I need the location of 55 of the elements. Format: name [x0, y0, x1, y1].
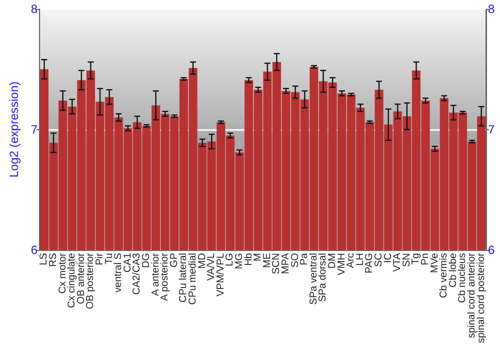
x-tick-label: CA1 [122, 252, 134, 272]
x-tick-label: Pn [420, 253, 432, 266]
x-tick-label: spinal cord anterior [466, 252, 478, 338]
y-tick-label: 7 [30, 122, 38, 136]
x-tick-label: GP [168, 252, 180, 268]
x-tick-label: DM [327, 253, 338, 269]
x-tick-label: IC [382, 253, 394, 263]
x-tick-label: PAG [364, 252, 376, 274]
x-tick-label: Cb lobe [448, 252, 459, 288]
x-tick-label: Cb vermis [438, 253, 450, 298]
x-tick-label: VMH [336, 253, 348, 276]
y-tick-label: 6 [30, 243, 38, 257]
x-tick-label: ME [262, 252, 273, 268]
x-tick-label: SPa ventral [308, 253, 320, 305]
x-tick-label: M [252, 253, 264, 262]
x-tick-label: CA2/CA3 [132, 252, 143, 295]
x-tick-label: Arc [346, 253, 357, 268]
x-tick-label: LS [38, 252, 50, 266]
y-tick-label: 8 [30, 2, 38, 16]
x-tick-label: A anterior [150, 252, 162, 296]
x-tick-label: Hb [243, 252, 254, 266]
x-tick-label: MPA [280, 252, 292, 274]
y2-tick-label: 6 [488, 243, 495, 257]
x-tick-label: LG [224, 252, 236, 266]
x-tick-label: ventral S [113, 252, 124, 292]
y2-tick-label: 7 [488, 122, 495, 136]
x-tick-label: VPM/VPL [215, 252, 226, 296]
x-tick-label: Pir [94, 252, 106, 266]
x-tick-label: VA/VL [206, 252, 218, 281]
x-tick-label: SN [401, 253, 412, 267]
x-tick-label: spinal cord posterior [476, 252, 487, 344]
x-tick-label: Pa [299, 252, 310, 266]
x-tick-label: Tu [104, 253, 115, 264]
x-tick-label: RS [48, 252, 60, 267]
x-tick-label: SO [290, 252, 301, 268]
x-tick-label: Cx cingulate [66, 252, 78, 308]
x-tick-label: LH [354, 253, 366, 266]
x-tick-label: MG [234, 252, 246, 270]
x-tick-label: CPu lateral [178, 253, 190, 302]
x-tick-label: OB anterior [76, 252, 87, 304]
x-tick-label: Cb nucleus [457, 253, 468, 304]
x-tick-label: MVe [429, 252, 440, 274]
x-tick-label: OB posterior [85, 252, 96, 310]
x-tick-label: SPa dorsal [318, 253, 329, 302]
x-tick-label: Tg [410, 253, 422, 265]
x-tick-label: SCN [271, 253, 282, 274]
x-tick-label: A posterior [160, 252, 171, 301]
x-tick-label: SC [374, 253, 385, 267]
x-tick-label: CPu medial [188, 253, 199, 305]
x-tick-label: DG [141, 252, 152, 268]
y2-tick-label: 8 [488, 2, 495, 16]
x-tick-label: Cx motor [57, 252, 68, 294]
x-tick-label: MD [196, 253, 208, 269]
x-tick-label: VTA [392, 252, 404, 272]
y-axis-title: Log2 (expression) [7, 81, 21, 178]
